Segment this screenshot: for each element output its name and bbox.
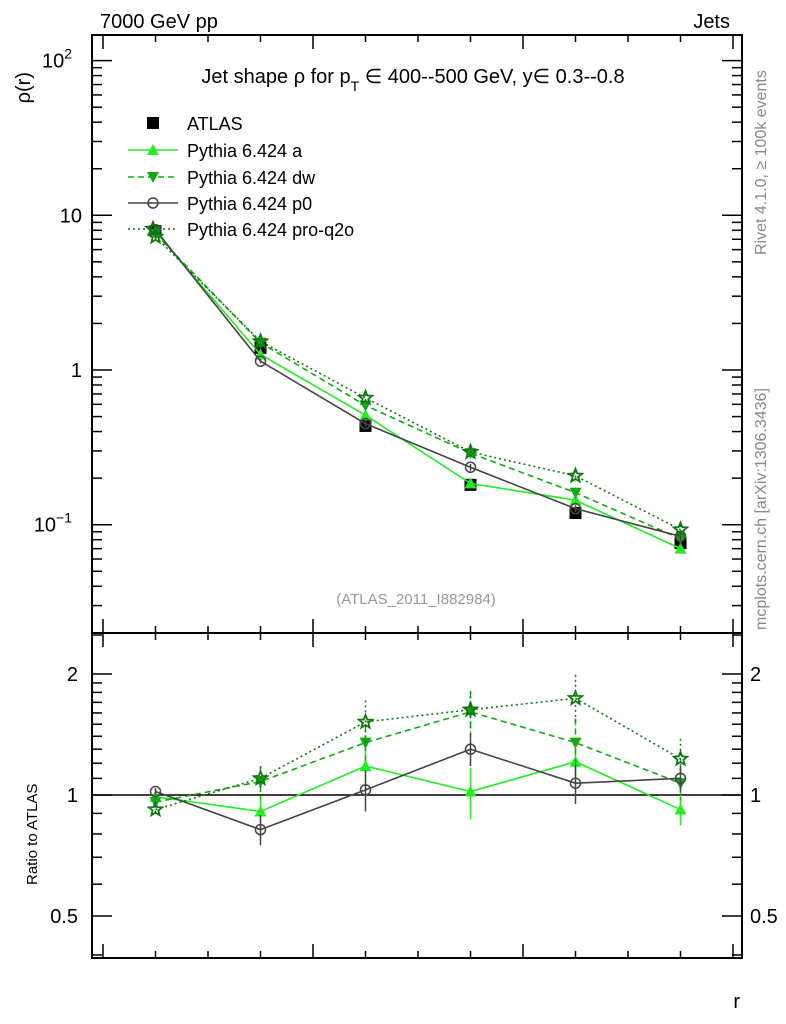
ratio-point-pythia-6-424-dw [569, 737, 582, 749]
side-text-mcplots: mcplots.cern.ch [arXiv:1306.3436] [753, 388, 770, 630]
ratio-point-pythia-6-424-p0 [254, 823, 267, 836]
main-point-pythia-6-424-a [359, 409, 372, 421]
y-tick-base: 1 [71, 360, 82, 382]
ratio-point-pythia-6-424-pro-q2o [251, 768, 270, 786]
main-point-pythia-6-424-dw [569, 487, 582, 499]
y-tick-exp: 2 [64, 46, 72, 62]
ratio-point-pythia-6-424-a [254, 805, 267, 817]
main-point-pythia-6-424-pro-q2o [461, 442, 480, 460]
ratio-point-pythia-6-424-pro-q2o [566, 688, 585, 707]
ratio-point-pythia-6-424-pro-q2o [146, 800, 165, 818]
ratio-point-pythia-6-424-pro-q2o [461, 700, 480, 718]
main-point-pythia-6-424-p0 [569, 502, 582, 515]
legend-marker [147, 197, 159, 209]
main-line-pythia-6-424-dw [154, 233, 681, 540]
ratio-point-pythia-6-424-p0 [569, 777, 582, 789]
y-tick-label: 10−1 [34, 510, 72, 537]
legend-marker [147, 144, 159, 155]
legend-label: ATLAS [187, 114, 243, 134]
main-point-pythia-6-424-pro-q2o [356, 388, 375, 406]
ratio-point-pythia-6-424-p0 [359, 784, 372, 796]
main-point-pythia-6-424-pro-q2o [671, 520, 690, 538]
ratio-y-tick-label-right: 0.5 [750, 906, 778, 928]
y-tick-label: 10 [60, 205, 82, 227]
y-tick-base: 10 [60, 205, 82, 227]
legend-marker [147, 117, 159, 129]
side-text-rivet: Rivet 4.1.0, ≥ 100k events [753, 70, 770, 255]
legend-label: Pythia 6.424 p0 [187, 194, 312, 214]
ratio-point-pythia-6-424-a [359, 760, 372, 772]
ratio-y-tick-label-right: 1 [750, 785, 761, 807]
ratio-line-pythia-6-424-pro-q2o [155, 697, 681, 811]
ratio-point-pythia-6-424-a [674, 803, 687, 815]
legend-marker [147, 172, 159, 183]
ratio-point-pythia-6-424-a [464, 785, 477, 797]
main-line-pythia-6-424-pro-q2o [154, 236, 681, 531]
main-point-pythia-6-424-a [569, 494, 582, 506]
legend-marker [143, 219, 163, 237]
ratio-point-pythia-6-424-p0 [674, 772, 687, 785]
ratio-point-pythia-6-424-pro-q2o [671, 749, 690, 767]
ratio-y-tick-label-right: 2 [750, 664, 761, 686]
header-left: 7000 GeV pp [100, 11, 218, 33]
plot-title: Jet shape ρ for pT ∈ 400--500 GeV, y∈ 0.… [201, 66, 624, 94]
ratio-point-pythia-6-424-pro-q2o [356, 712, 375, 730]
ratio-point-pythia-6-424-p0 [464, 743, 477, 755]
ratio-y-tick-label-left: 2 [67, 664, 78, 686]
ratio-y-tick-label-left: 0.5 [50, 906, 78, 928]
main-point-pythia-6-424-pro-q2o [251, 331, 270, 350]
header-right: Jets [693, 11, 730, 33]
main-point-pythia-6-424-pro-q2o [566, 466, 585, 484]
y-tick-base: 10 [42, 51, 64, 73]
y-tick-label: 102 [42, 46, 72, 73]
main-line-pythia-6-424-a [154, 231, 681, 550]
y-axis-label-ratio: Ratio to ATLAS [24, 784, 41, 885]
legend-label: Pythia 6.424 a [187, 141, 303, 161]
ratio-line-pythia-6-424-a [155, 760, 681, 813]
legend-label: Pythia 6.424 dw [187, 168, 316, 188]
y-axis-label-top: ρ(r) [13, 72, 35, 103]
ratio-point-pythia-6-424-p0 [149, 785, 162, 798]
y-tick-label: 1 [71, 360, 82, 382]
legend-label: Pythia 6.424 pro-q2o [187, 220, 354, 240]
ratio-line-pythia-6-424-p0 [155, 748, 681, 831]
y-tick-base: 10 [34, 515, 56, 537]
main-point-pythia-6-424-dw [254, 337, 267, 349]
x-axis-label: r [733, 991, 740, 1013]
main-point-pythia-6-424-a [464, 477, 477, 489]
y-tick-exp: −1 [56, 510, 72, 526]
main-point-pythia-6-424-p0 [359, 417, 372, 430]
main-point-pythia-6-424-p0 [464, 461, 477, 474]
legend: ATLAS Pythia 6.424 a Pythia 6.424 dw Pythia… [128, 114, 354, 240]
main-point-pythia-6-424-a [674, 542, 687, 554]
analysis-label: (ATLAS_2011_I882984) [336, 591, 496, 608]
main-point-pythia-6-424-p0 [254, 355, 267, 367]
ratio-line-pythia-6-424-dw [155, 711, 681, 803]
ratio-point-pythia-6-424-dw [359, 737, 372, 749]
ratio-y-tick-label-left: 1 [67, 785, 78, 807]
main-line-pythia-6-424-p0 [154, 229, 681, 538]
